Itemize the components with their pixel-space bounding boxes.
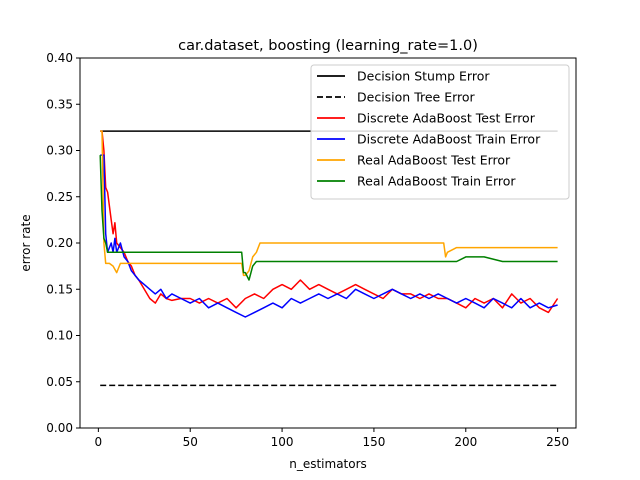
y-tick-label: 0.40: [46, 51, 73, 65]
series-line-discrete-adaboost-train-error: [100, 154, 558, 318]
y-tick-label: 0.00: [46, 421, 73, 435]
y-tick-label: 0.10: [46, 329, 73, 343]
plot-frame: [79, 57, 577, 429]
y-tick-label: 0.25: [46, 190, 73, 204]
legend-box: [310, 64, 570, 200]
x-axis: 0 50 100 150 200 250: [95, 428, 569, 449]
y-tick-label: 0.30: [46, 144, 73, 158]
x-tick-label: 50: [183, 435, 198, 449]
x-tick-label: 250: [546, 435, 569, 449]
legend-label: Discrete AdaBoost Train Error: [357, 132, 541, 147]
y-tick-label: 0.20: [46, 236, 73, 250]
legend-label: Decision Tree Error: [357, 90, 476, 105]
x-tick-label: 100: [271, 435, 294, 449]
y-tick-label: 0.35: [46, 97, 73, 111]
y-axis-label: error rate: [19, 214, 33, 271]
legend-label: Discrete AdaBoost Test Error: [357, 111, 536, 126]
series-line-real-adaboost-train-error: [99, 155, 558, 281]
legend-label: Real AdaBoost Test Error: [357, 153, 511, 168]
series-line-real-adaboost-test-error: [100, 130, 558, 277]
x-tick-label: 0: [95, 435, 103, 449]
chart-title: car.dataset, boosting (learning_rate=1.0…: [178, 38, 478, 54]
x-tick-label: 200: [454, 435, 477, 449]
y-axis: 0.00 0.05 0.10 0.15 0.20 0.25 0.30 0.35 0.40: [46, 51, 80, 435]
x-axis-label: n_estimators: [289, 457, 367, 471]
legend-label: Decision Stump Error: [357, 69, 490, 84]
legend: Decision Stump Error Decision Tree Error D…: [310, 64, 570, 200]
x-tick-label: 150: [362, 435, 385, 449]
legend-label: Real AdaBoost Train Error: [357, 174, 516, 189]
y-tick-label: 0.05: [46, 375, 73, 389]
y-tick-label: 0.15: [46, 282, 73, 296]
